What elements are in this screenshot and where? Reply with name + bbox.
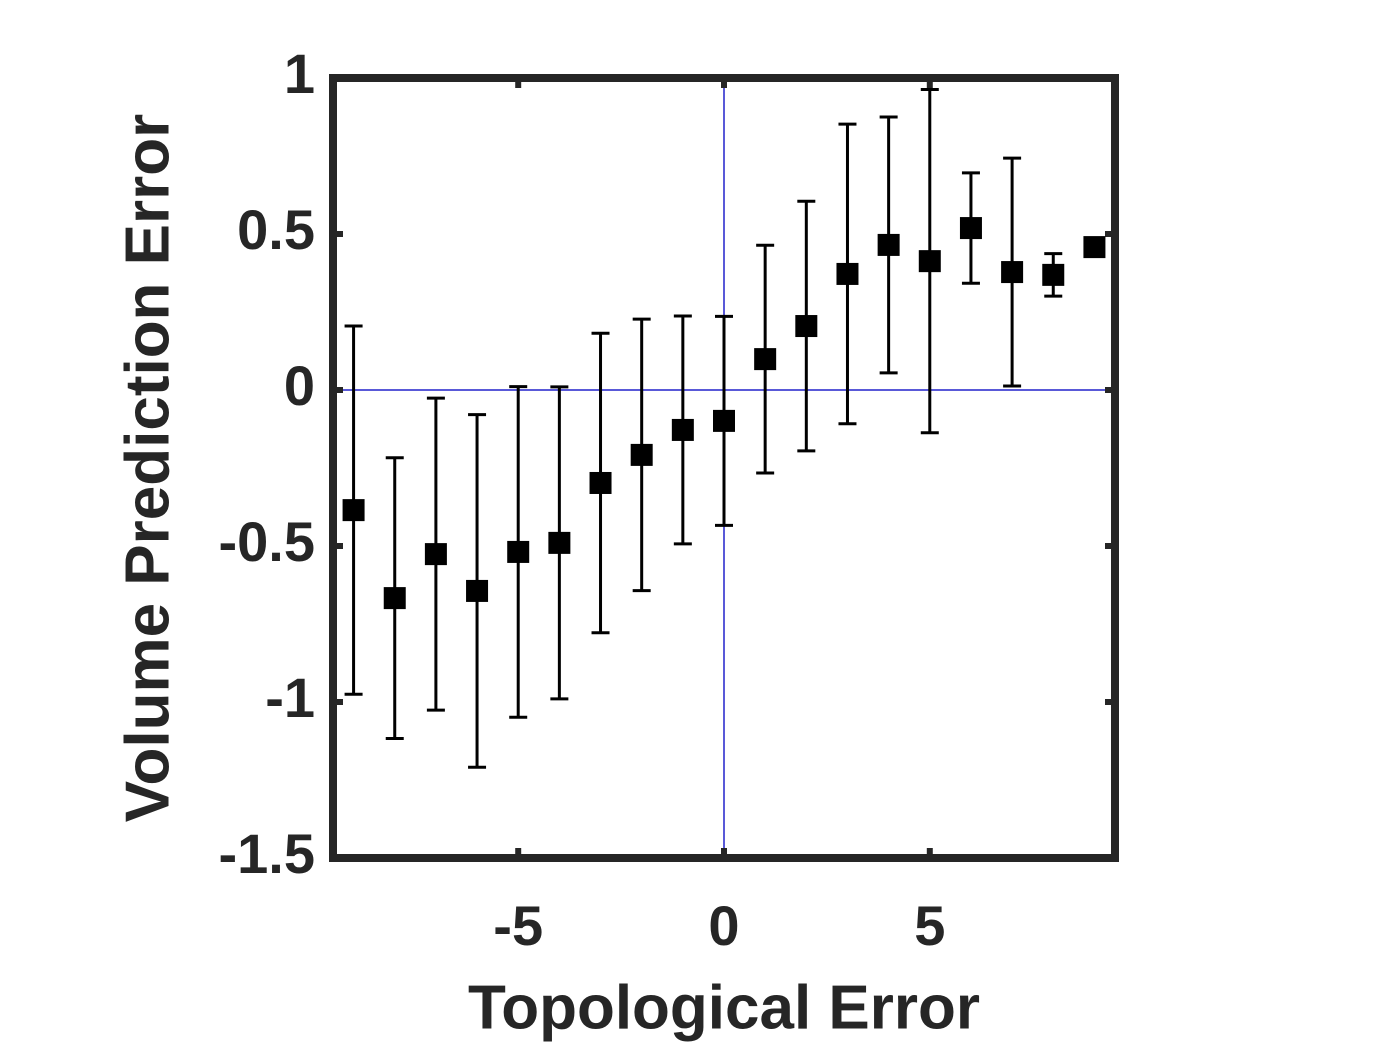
y-tick-label: -1 [265,666,315,729]
y-tick-label: 0 [284,354,315,417]
y-tick-label: -1.5 [219,822,316,885]
y-tick-label: -0.5 [219,510,316,573]
x-tick-label: 5 [914,894,945,957]
marker [918,250,941,273]
x-axis-label: Topological Error [468,973,980,1042]
marker [754,348,777,371]
marker [630,443,653,466]
marker [589,471,612,494]
marker [1083,236,1106,259]
marker [1042,263,1065,286]
y-axis-label: Volume Prediction Error [113,114,182,823]
marker [383,587,406,610]
marker [877,233,900,256]
marker [1001,261,1024,284]
marker [795,315,818,338]
y-tick-label: 1 [284,42,315,105]
x-tick-label: -5 [493,894,543,957]
marker [507,540,530,563]
marker [342,499,365,522]
marker [548,531,571,554]
plot-frame [329,74,1119,862]
x-tick-label: 0 [708,894,739,957]
marker [959,217,982,240]
marker [836,262,859,285]
y-tick-label: 0.5 [237,198,315,261]
marker [713,409,735,432]
marker [466,579,489,602]
marker [424,543,447,566]
marker [671,418,694,441]
